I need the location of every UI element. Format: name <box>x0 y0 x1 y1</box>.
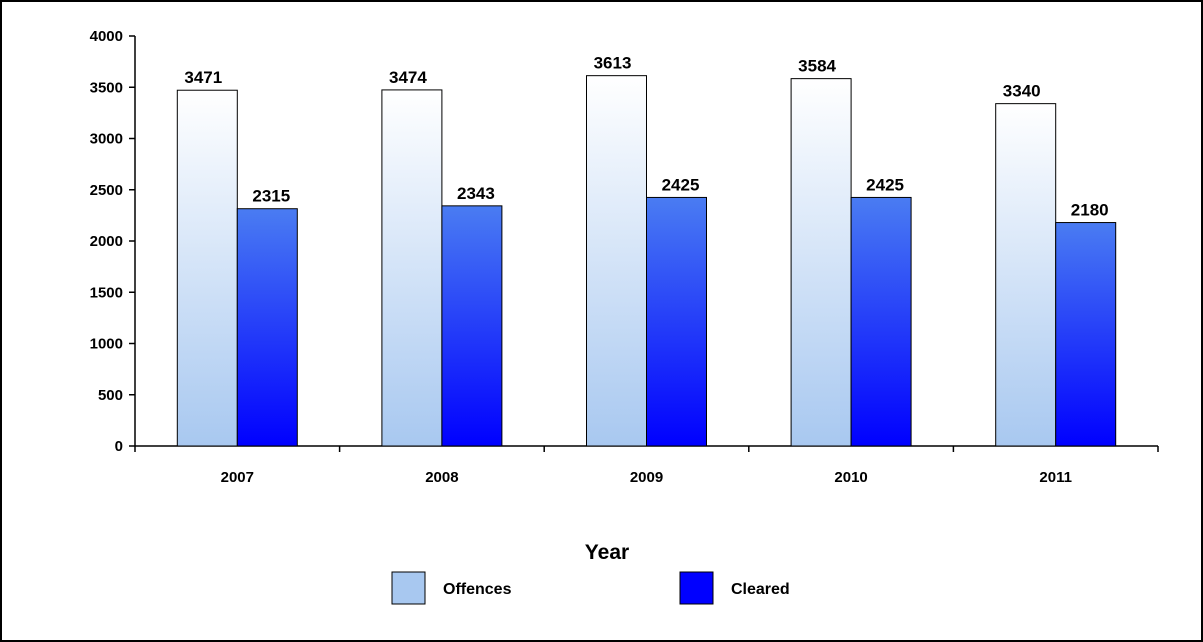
data-label-cleared-2010: 2425 <box>866 175 904 194</box>
data-label-offences-2010: 3584 <box>798 57 836 76</box>
bar-cleared-2011 <box>1055 222 1117 447</box>
legend-swatch-offences <box>391 571 426 605</box>
data-label-cleared-2007: 2315 <box>252 187 290 206</box>
x-axis-title: Year <box>585 541 629 564</box>
y-tick-label: 3000 <box>90 131 123 148</box>
y-tick-label: 1500 <box>90 284 123 301</box>
y-tick-label: 1000 <box>90 336 123 353</box>
y-tick-label: 3500 <box>90 79 123 96</box>
data-labels: 3471 2315 3474 2343 3613 2425 3584 2425 3340 2180 <box>184 54 1108 220</box>
legend-label-offences: Offences <box>443 581 512 598</box>
bar-offences-2009 <box>586 75 647 447</box>
data-label-offences-2011: 3340 <box>1003 82 1041 101</box>
bar-offences-2008 <box>381 89 443 447</box>
data-label-offences-2008: 3474 <box>389 68 427 87</box>
legend-label-cleared: Cleared <box>731 581 790 598</box>
axes: 0 500 1000 1500 2000 2500 3000 3500 4000 2007 2008… <box>90 28 1159 486</box>
x-tick-label: 2011 <box>1039 469 1072 486</box>
bar-cleared-2010 <box>850 196 912 447</box>
x-tick-label: 2007 <box>221 469 254 486</box>
y-tick-label: 4000 <box>90 28 123 45</box>
x-tick-label: 2010 <box>834 469 867 486</box>
data-label-offences-2009: 3613 <box>594 54 632 73</box>
bar-offences-2011 <box>995 103 1057 447</box>
y-tick-label: 500 <box>98 387 123 404</box>
y-tick-label: 2000 <box>90 233 123 250</box>
x-tick-label: 2008 <box>425 469 458 486</box>
data-label-cleared-2008: 2343 <box>457 184 495 203</box>
bar-cleared-2009 <box>646 196 707 447</box>
bar-offences-2007 <box>176 89 238 447</box>
data-label-cleared-2009: 2425 <box>662 175 700 194</box>
bar-cleared-2008 <box>441 205 503 447</box>
x-tick-label: 2009 <box>630 469 663 486</box>
data-label-cleared-2011: 2180 <box>1071 201 1109 220</box>
bar-offences-2010 <box>790 78 852 447</box>
bar-cleared-2007 <box>236 208 298 447</box>
data-label-offences-2007: 3471 <box>184 68 222 87</box>
legend: Offences Cleared <box>391 571 790 605</box>
bars <box>176 75 1117 447</box>
y-tick-label: 2500 <box>90 182 123 199</box>
legend-swatch-cleared <box>679 571 714 605</box>
y-tick-label: 0 <box>115 438 123 455</box>
